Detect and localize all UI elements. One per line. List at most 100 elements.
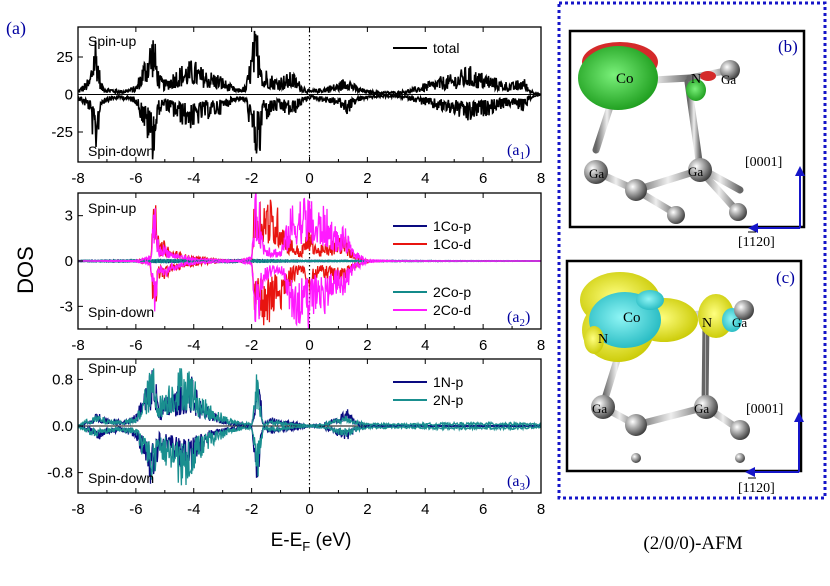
y-tick-label: 25 <box>56 49 73 66</box>
x-axis-title: E-EF (eV) <box>271 530 352 554</box>
spin-down-label: Spin-down <box>88 304 154 320</box>
atom-label-ga-mid-c: Ga <box>694 401 709 416</box>
y-tick-label: 0 <box>65 87 73 104</box>
dos-panel-a1: -8 -6 -4 -2 0 2 4 6 8 25 0 -25 Spin-up Spin-down (a1) t… <box>51 26 545 187</box>
atom-label-ga-top-c: Ga <box>732 315 747 330</box>
series-line-total-up <box>78 30 541 96</box>
ga-atom <box>625 414 647 436</box>
ga-atom <box>591 395 615 419</box>
panel-sub-label: (a3) <box>507 473 530 493</box>
structures-dotted-frame <box>557 1 827 500</box>
x-tick-label: -2 <box>245 170 258 187</box>
atom-label-ga-top: Ga <box>721 72 736 87</box>
series-line-2Co-d-down <box>78 259 541 329</box>
legend-label: total <box>433 40 459 56</box>
series-line-total-down <box>78 92 541 160</box>
structure-b-isosurface <box>578 42 716 110</box>
direction-label-0001-b: [0001] <box>745 155 782 170</box>
dos-panel-a2: -8 -6 -4 -2 0 2 4 6 8 3 0 -3 Spin-up Spin-down (a2) 1Co… <box>60 192 545 354</box>
ga-atom <box>720 60 740 80</box>
structure-c-isosurface <box>580 272 742 362</box>
ga-atom <box>625 179 647 201</box>
structure-panel-b: (b) Co <box>568 29 806 250</box>
spin-up-label: Spin-up <box>88 200 136 216</box>
x-tick-label: 2 <box>363 337 371 354</box>
spin-down-label: Spin-down <box>88 143 154 159</box>
x-tick-label: -6 <box>129 501 142 518</box>
dos-y-axis-label: DOS <box>13 246 38 294</box>
x-tick-label: -4 <box>187 337 200 354</box>
x-tick-label: 0 <box>305 170 313 187</box>
x-tick-label: -2 <box>245 501 258 518</box>
x-axis-title-main: E-E <box>271 530 303 551</box>
direction-label-1120-c: [1120] <box>738 481 775 496</box>
panel-sub-label: (a1) <box>507 142 530 162</box>
series-line-2N-p-down <box>78 424 541 486</box>
spin-up-label: Spin-up <box>88 33 136 49</box>
x-tick-label: -6 <box>129 337 142 354</box>
x-tick-label: 6 <box>479 501 487 518</box>
panel-sub-label: (a2) <box>507 309 530 329</box>
x-tick-label: 4 <box>421 170 429 187</box>
ga-atom <box>730 420 750 440</box>
ga-atom <box>729 203 747 221</box>
x-tick-label: 6 <box>479 337 487 354</box>
ga-atom <box>667 206 685 224</box>
panel-a-label: (a) <box>6 18 26 39</box>
legend-label: 2Co-p <box>433 284 471 300</box>
y-tick-label: -25 <box>51 124 73 141</box>
series-line-2N-p-up <box>78 368 541 428</box>
legend-label: 1Co-d <box>433 236 471 252</box>
atom-label-ga-mid: Ga <box>688 164 703 179</box>
structure-b-axes-arrows <box>748 166 805 233</box>
y-tick-label: 0 <box>65 253 73 270</box>
direction-label-1120-b: [1120] <box>738 235 775 250</box>
structure-panel-c: (c) <box>565 259 804 496</box>
x-tick-label: 8 <box>537 337 545 354</box>
legend-label: 2N-p <box>433 392 464 408</box>
x-tick-label: -8 <box>71 337 84 354</box>
legend-label: 1Co-p <box>433 218 471 234</box>
structure-b-atoms <box>584 60 747 224</box>
atom-label-co-c: Co <box>623 310 641 326</box>
legend-label: 1N-p <box>433 374 464 390</box>
spin-down-label: Spin-down <box>88 470 154 486</box>
panel-c-label: (c) <box>776 268 795 287</box>
y-tick-label: -3 <box>60 298 73 315</box>
x-axis-title-unit: (eV) <box>310 530 351 551</box>
x-tick-label: 8 <box>537 501 545 518</box>
ga-atom <box>694 395 718 419</box>
x-tick-label: 2 <box>363 170 371 187</box>
x-tick-label: -8 <box>71 501 84 518</box>
atom-label-n-right: N <box>702 316 712 331</box>
x-tick-label: -6 <box>129 170 142 187</box>
atom-label-n-left: N <box>598 332 608 347</box>
ga-atom <box>735 453 745 463</box>
x-tick-label: -8 <box>71 170 84 187</box>
x-tick-label: 4 <box>421 501 429 518</box>
svg-text:E-EF (eV): E-EF (eV) <box>271 530 352 554</box>
legend-label: 2Co-d <box>433 302 471 318</box>
y-tick-label: 0.0 <box>52 418 73 435</box>
x-tick-label: 2 <box>363 501 371 518</box>
ga-atom <box>584 160 608 184</box>
x-tick-label: -4 <box>187 501 200 518</box>
direction-label-0001-c: [0001] <box>746 402 783 417</box>
atom-label-ga-left: Ga <box>589 166 604 181</box>
atom-label-ga-left-c: Ga <box>592 401 607 416</box>
dos-panel-a3: -8 -6 -4 -2 0 2 4 6 8 0.8 0.0 -0.8 Spin-up Spin-down (… <box>47 358 545 518</box>
atom-label-n: N <box>691 72 701 87</box>
y-axis-title: DOS <box>13 246 38 294</box>
x-tick-label: 0 <box>305 501 313 518</box>
spin-up-label: Spin-up <box>88 360 136 376</box>
structure-c-axes-arrows <box>745 412 804 477</box>
y-tick-label: -0.8 <box>47 465 73 482</box>
ga-atom <box>734 300 754 320</box>
ga-atom <box>688 158 712 182</box>
x-tick-label: 0 <box>305 337 313 354</box>
y-tick-label: 0.8 <box>52 371 73 388</box>
ga-atom <box>631 453 641 463</box>
x-tick-label: -4 <box>187 170 200 187</box>
x-tick-label: 4 <box>421 337 429 354</box>
